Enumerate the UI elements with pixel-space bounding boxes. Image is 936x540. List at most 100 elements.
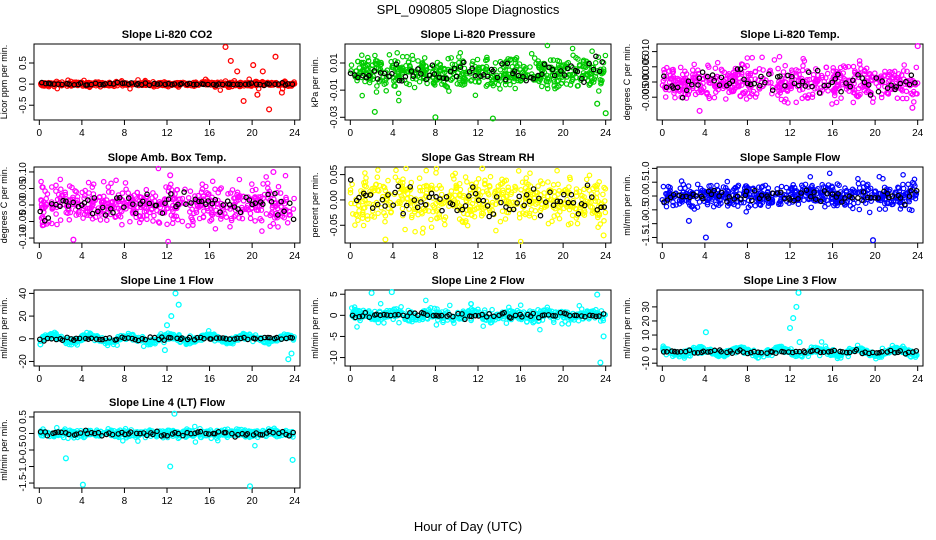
data-point xyxy=(249,187,256,194)
data-point xyxy=(464,179,470,185)
data-point xyxy=(364,54,371,61)
data-point xyxy=(844,83,851,89)
data-point xyxy=(813,76,819,83)
data-point xyxy=(545,220,552,227)
data-point xyxy=(743,96,750,102)
data-point xyxy=(165,205,171,212)
data-point xyxy=(290,206,297,212)
data-point-black xyxy=(85,197,91,203)
data-point xyxy=(483,83,490,89)
data-point xyxy=(497,86,503,92)
data-point xyxy=(140,343,147,350)
outlier-point xyxy=(278,89,285,96)
data-point xyxy=(54,196,61,203)
data-point xyxy=(503,320,510,327)
data-point-black xyxy=(63,198,69,205)
data-point-black xyxy=(832,76,839,82)
data-point xyxy=(699,88,706,94)
data-point xyxy=(348,68,354,74)
figure-x-label: Hour of Day (UTC) xyxy=(414,519,522,534)
data-point xyxy=(737,93,743,99)
data-point-black xyxy=(838,88,844,95)
data-point xyxy=(428,224,435,231)
data-point xyxy=(531,214,538,221)
data-point xyxy=(382,218,388,225)
data-point-black xyxy=(769,87,776,94)
data-point xyxy=(663,203,670,210)
data-point xyxy=(284,220,291,226)
data-point-black xyxy=(744,80,751,87)
data-point-black xyxy=(60,197,66,204)
y-tick-label: 0.005 xyxy=(641,54,652,79)
data-point xyxy=(249,181,255,187)
data-point-black xyxy=(586,60,593,67)
panel-title: Slope Li-820 Temp. xyxy=(740,29,839,41)
data-point-black xyxy=(829,79,836,86)
x-tick-label: 24 xyxy=(600,374,612,385)
data-point-black xyxy=(849,77,856,84)
data-point xyxy=(782,62,789,69)
data-point-black xyxy=(272,81,278,88)
data-point-black xyxy=(903,78,909,85)
panel-title: Slope Li-820 CO2 xyxy=(122,29,212,41)
data-point xyxy=(880,175,886,182)
data-point xyxy=(275,224,281,230)
data-point-black xyxy=(205,81,211,88)
data-point-black xyxy=(861,79,868,86)
data-point xyxy=(752,94,759,100)
y-axis-label: degrees C per min. xyxy=(0,167,9,244)
data-point xyxy=(490,82,497,89)
data-point xyxy=(744,63,751,69)
x-tick-label: 24 xyxy=(600,128,612,139)
data-point xyxy=(850,99,857,106)
x-tick-label: 8 xyxy=(122,251,128,262)
data-point xyxy=(112,214,119,221)
data-point-black xyxy=(472,72,479,79)
y-tick-label: 0.0 xyxy=(18,77,29,91)
data-point xyxy=(117,207,123,214)
data-point xyxy=(730,88,737,95)
data-point xyxy=(143,212,150,219)
data-point-black xyxy=(709,72,716,78)
data-point xyxy=(90,181,97,188)
data-point xyxy=(706,79,712,86)
data-point xyxy=(601,198,608,204)
data-point xyxy=(373,89,380,95)
data-point-black xyxy=(520,73,526,80)
data-point-black xyxy=(190,81,197,88)
data-point xyxy=(53,182,59,189)
data-point xyxy=(134,189,141,196)
data-point xyxy=(147,209,153,216)
data-point-black xyxy=(146,82,153,89)
data-point xyxy=(374,83,380,89)
data-point-black xyxy=(157,81,164,87)
data-point xyxy=(227,190,234,196)
data-point xyxy=(109,198,116,205)
data-point xyxy=(92,214,99,221)
data-point-black xyxy=(737,66,744,72)
data-point xyxy=(286,212,293,218)
data-point-black xyxy=(447,68,454,75)
data-point xyxy=(507,57,513,63)
data-point xyxy=(714,182,720,189)
data-point-black xyxy=(272,190,278,197)
data-point xyxy=(377,300,384,307)
data-point xyxy=(209,212,216,218)
data-point xyxy=(372,52,378,59)
data-point-black xyxy=(274,212,281,218)
data-point xyxy=(403,62,409,69)
x-tick-label: 0 xyxy=(37,128,43,139)
data-point-black xyxy=(246,197,253,203)
data-point-black xyxy=(704,73,711,80)
data-point xyxy=(722,96,729,102)
data-point-black xyxy=(196,198,202,205)
data-point xyxy=(143,186,150,193)
data-point xyxy=(193,209,200,216)
data-point-black xyxy=(347,177,354,183)
data-point xyxy=(260,181,266,187)
data-point xyxy=(582,64,589,71)
data-point xyxy=(900,172,906,178)
data-point xyxy=(555,181,561,188)
data-point xyxy=(850,200,857,207)
data-point xyxy=(793,99,800,106)
